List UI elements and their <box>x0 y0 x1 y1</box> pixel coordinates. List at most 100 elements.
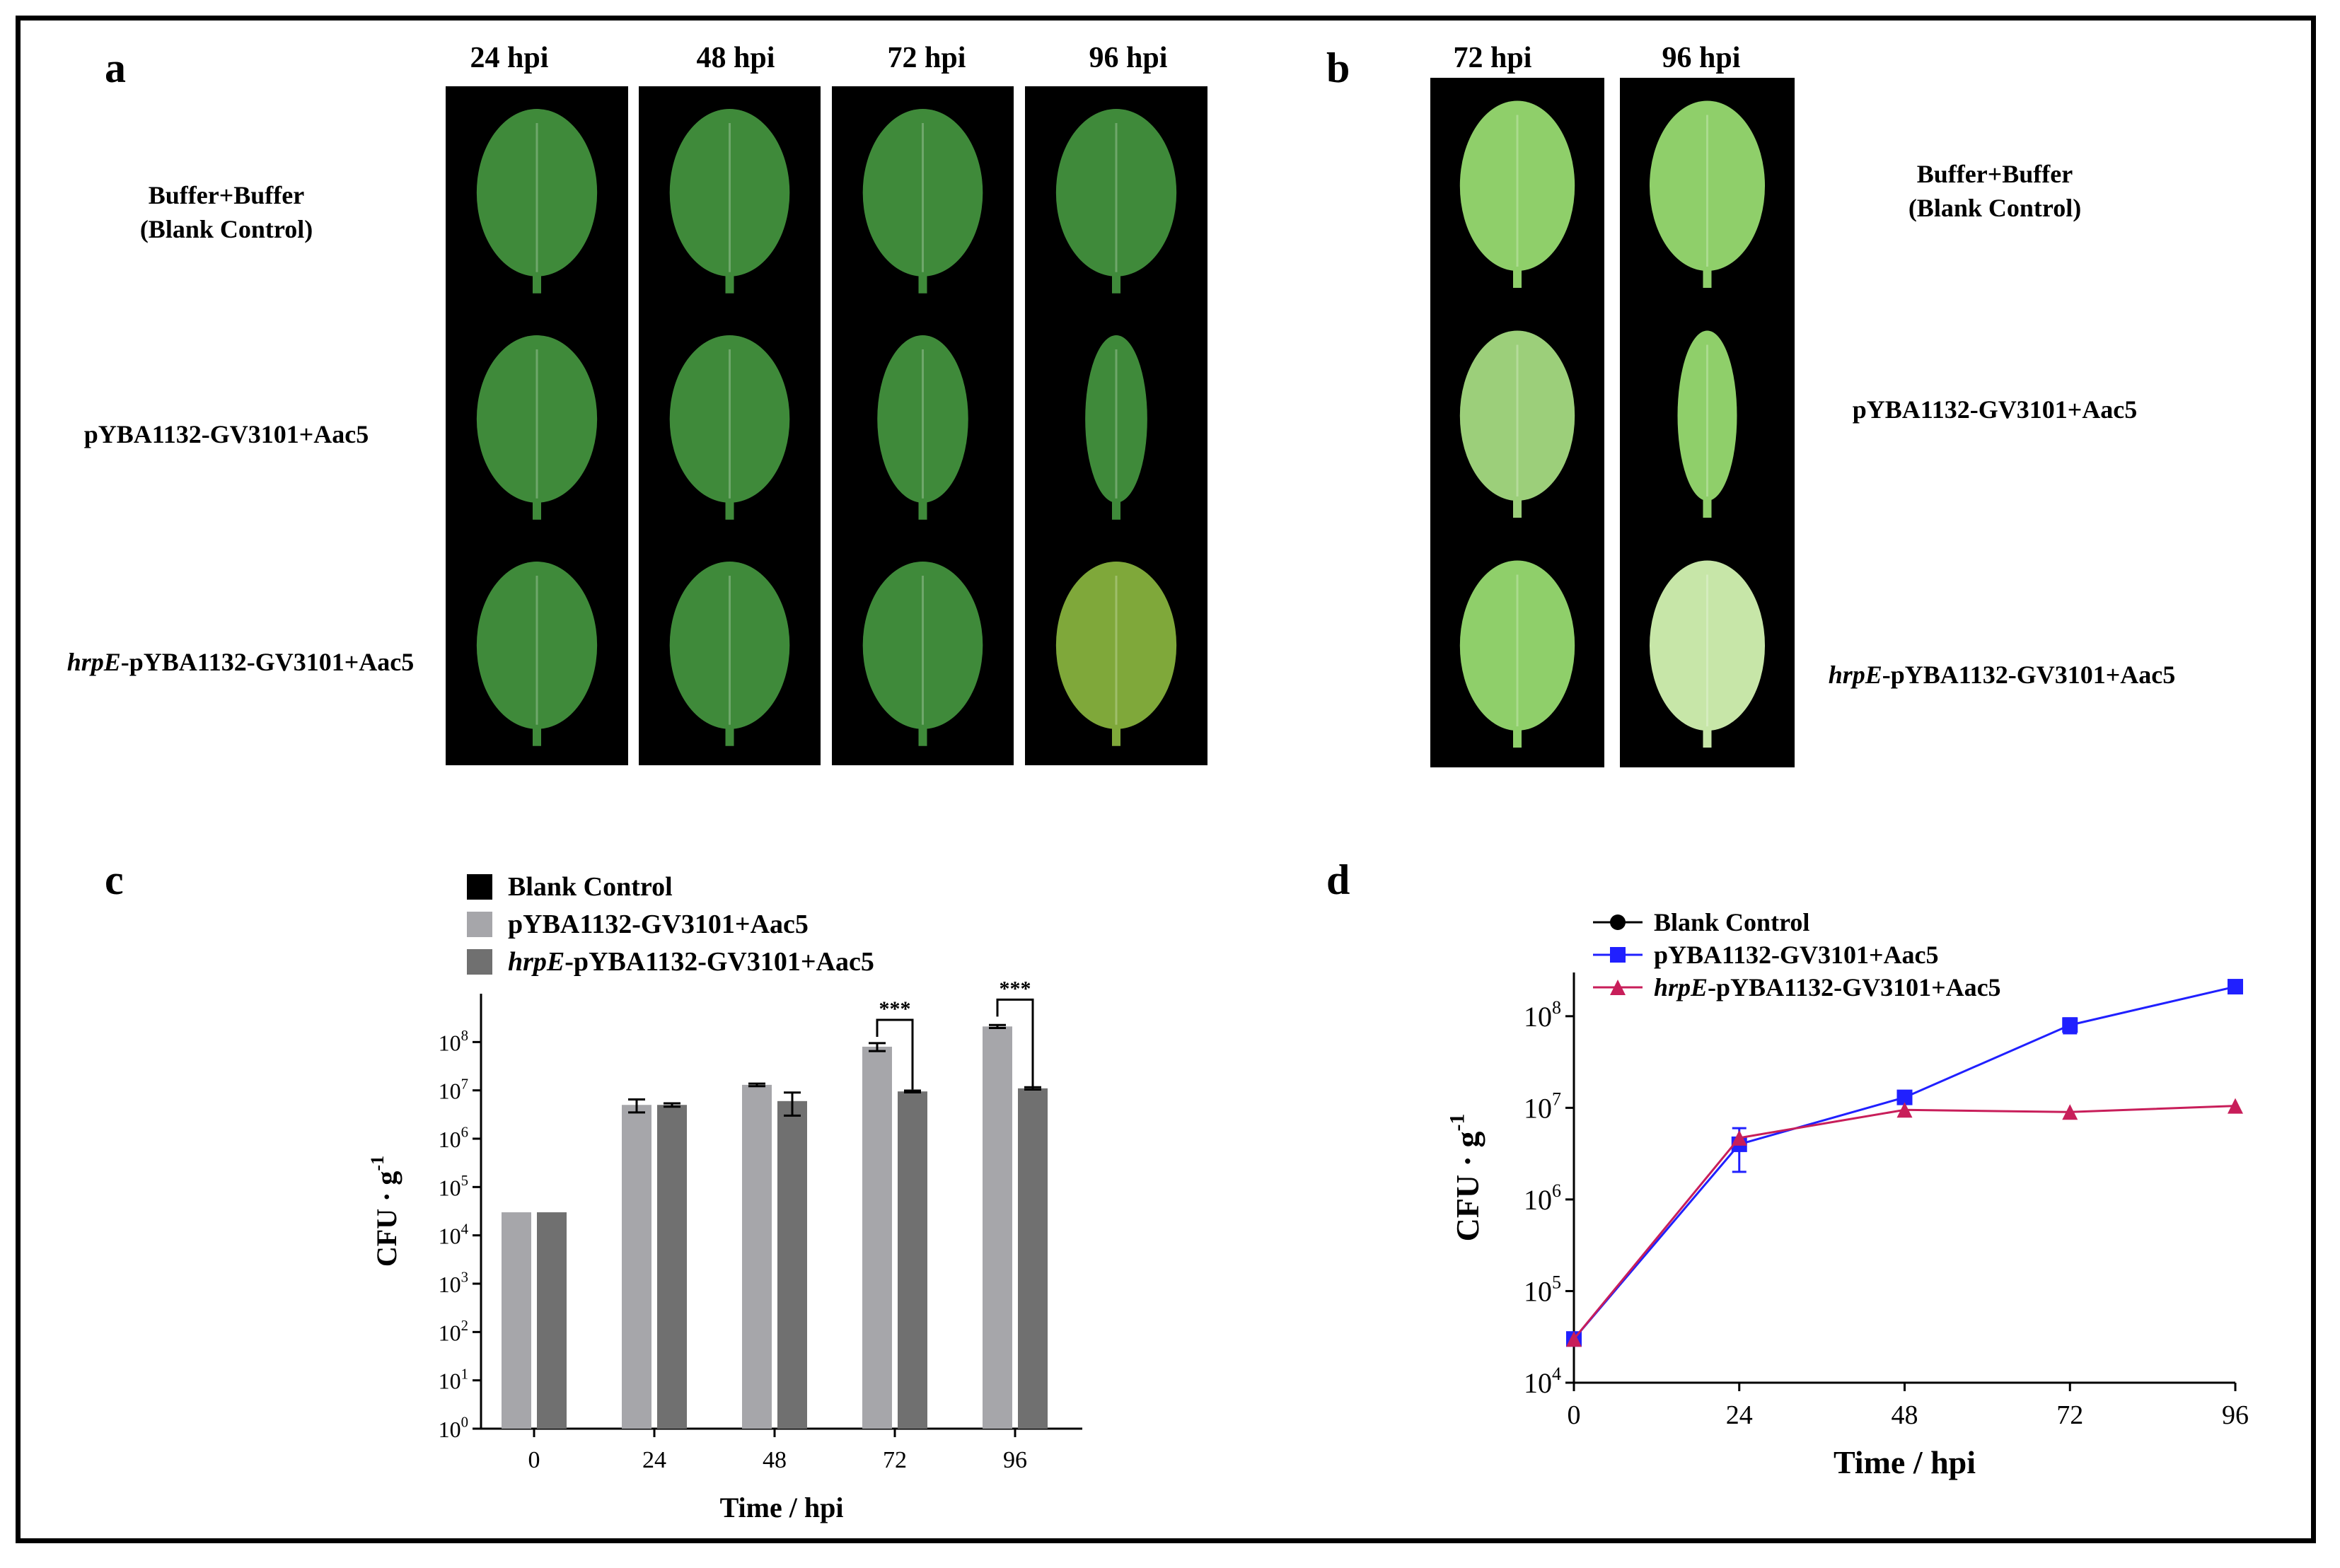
y-tick-label-d: 108 <box>1524 997 1561 1033</box>
panel-a-col-96: 96 hpi <box>1089 42 1168 74</box>
panel-b-col-96: 96 hpi <box>1662 42 1741 74</box>
legend-label-d-0: Blank Control <box>1654 908 1809 936</box>
leaf-blade <box>1085 335 1147 503</box>
legend-label-d-2: hrpE-pYBA1132-GV3101+Aac5 <box>1654 973 2001 1001</box>
y-tick-label-c: 106 <box>439 1125 468 1152</box>
x-tick-label-d: 0 <box>1568 1400 1581 1430</box>
leaf-blade <box>669 562 790 729</box>
y-tick-label-c: 101 <box>439 1366 468 1393</box>
leaf-photo-a-24 <box>446 86 628 765</box>
x-axis-label-d: Time / hpi <box>1834 1444 1976 1480</box>
legend-label-d-1: pYBA1132-GV3101+Aac5 <box>1654 941 1939 969</box>
bar-c <box>983 1026 1012 1429</box>
significance-bracket-c <box>876 1018 914 1090</box>
leaf-blade <box>877 335 968 503</box>
x-tick-label-d: 24 <box>1726 1400 1753 1430</box>
leaf-photo-a-24-drawing <box>476 109 598 746</box>
chart-d: Blank Control pYBA1132-GV3101+Aac5 hrpE-pY… <box>1445 908 2249 1480</box>
leaf-blade <box>1055 562 1177 729</box>
bar-c <box>657 1105 687 1429</box>
panel-a-row-hrpe: hrpE-pYBA1132-GV3101+Aac5 <box>28 645 453 679</box>
bar-c <box>1018 1088 1048 1429</box>
data-point-d <box>2062 1017 2078 1033</box>
panel-b-row-blank-control: Buffer+Buffer (Blank Control) <box>1832 157 2157 225</box>
panel-a-row-blank-control: Buffer+Buffer (Blank Control) <box>78 178 375 246</box>
leaf-photo-a-72 <box>832 86 1014 765</box>
bar-c <box>898 1091 927 1429</box>
panel-b-row-pyba: pYBA1132-GV3101+Aac5 <box>1852 395 2138 424</box>
panel-b-row-hrpe: hrpE-pYBA1132-GV3101+Aac5 <box>1783 658 2221 692</box>
y-tick-label-c: 107 <box>439 1076 468 1103</box>
x-axis-label-c: Time / hpi <box>720 1492 844 1523</box>
leaf-photo-a-48-drawing <box>669 109 790 746</box>
leaf-photo-a-96-drawing <box>1055 109 1177 746</box>
panel-d-letter: d <box>1326 856 1350 903</box>
chart-c: Blank Control pYBA1132-GV3101+Aac5 hrpE-pY… <box>367 872 1082 1523</box>
x-tick-label-d: 72 <box>2056 1400 2083 1430</box>
leaf-blade <box>669 335 790 503</box>
leaf-blade <box>476 109 598 277</box>
bar-c <box>777 1100 807 1429</box>
y-tick-label-c: 102 <box>439 1318 468 1345</box>
panel-a-hrpe-italic: hrpE <box>66 648 121 676</box>
x-tick-label-c: 96 <box>1003 1447 1027 1473</box>
panel-a-col-24: 24 hpi <box>470 42 549 74</box>
leaf-blade <box>476 562 598 729</box>
panel-a-hrpe-rest: -pYBA1132-GV3101+Aac5 <box>120 648 415 676</box>
data-point-d <box>2228 1098 2243 1114</box>
bar-c <box>742 1084 772 1429</box>
legend-label-c-2: hrpE-pYBA1132-GV3101+Aac5 <box>508 947 874 977</box>
data-point-d <box>2062 1104 2078 1120</box>
data-point-d <box>1896 1089 1913 1105</box>
panel-b-blank-line1: Buffer+Buffer <box>1916 160 2073 188</box>
bar-c <box>862 1046 892 1429</box>
x-tick-label-c: 24 <box>642 1447 666 1473</box>
leaf-blade <box>862 562 983 729</box>
leaf-blade <box>669 109 790 277</box>
legend-swatch-c-2 <box>467 949 492 975</box>
leaf-blade <box>1459 560 1575 731</box>
leaf-blade <box>1677 330 1737 501</box>
leaf-photo-a-72-drawing <box>862 109 983 746</box>
panel-b-blank-line2: (Blank Control) <box>1908 194 2082 222</box>
leaf-blade <box>1649 100 1766 271</box>
legend-swatch-c-1 <box>467 912 492 937</box>
data-point-d <box>2228 979 2243 995</box>
leaf-blade <box>862 109 983 277</box>
leaf-blade <box>1649 560 1766 731</box>
data-point-d <box>1566 1331 1582 1347</box>
leaf-blade <box>1459 100 1575 271</box>
legend-swatch-c-0 <box>467 874 492 900</box>
panel-a-blank-line2: (Blank Control) <box>139 215 313 243</box>
legend-marker-d-1 <box>1610 947 1626 963</box>
bar-c <box>537 1212 567 1429</box>
leaf-photo-a-96 <box>1025 86 1207 765</box>
panel-a-col-48: 48 hpi <box>696 42 775 74</box>
legend-label-c-1: pYBA1132-GV3101+Aac5 <box>508 910 809 939</box>
panel-a-letter: a <box>105 45 126 91</box>
y-tick-label-d: 104 <box>1524 1364 1561 1399</box>
x-tick-label-d: 48 <box>1892 1400 1918 1430</box>
legend-marker-d-2 <box>1610 980 1626 995</box>
y-tick-label-c: 108 <box>439 1028 468 1055</box>
y-tick-label-c: 104 <box>439 1221 469 1248</box>
y-tick-label-d: 105 <box>1524 1272 1561 1307</box>
x-tick-label-d: 96 <box>2222 1400 2249 1430</box>
y-tick-label-c: 105 <box>439 1173 468 1200</box>
series-line-d-0 <box>1572 985 2236 1340</box>
data-point-d <box>1731 1129 1747 1146</box>
leaf-photo-b-72 <box>1430 78 1604 767</box>
panel-b-letter: b <box>1326 45 1350 91</box>
x-tick-label-c: 48 <box>763 1447 787 1473</box>
leaf-photo-a-48 <box>639 86 821 765</box>
significance-bracket-c <box>996 998 1034 1087</box>
leaf-photo-b-96 <box>1620 78 1795 767</box>
panel-b-hrpe-italic: hrpE <box>1828 661 1882 689</box>
leaf-photo-b-72-drawing <box>1459 100 1575 748</box>
panel-a-blank-line1: Buffer+Buffer <box>148 181 305 209</box>
panel-a-row-pyba: pYBA1132-GV3101+Aac5 <box>83 420 369 448</box>
significance-label-c: *** <box>1000 977 1031 1000</box>
y-tick-label-c: 100 <box>439 1415 468 1442</box>
figure-frame <box>16 16 2316 1543</box>
leaf-blade <box>1055 109 1177 277</box>
